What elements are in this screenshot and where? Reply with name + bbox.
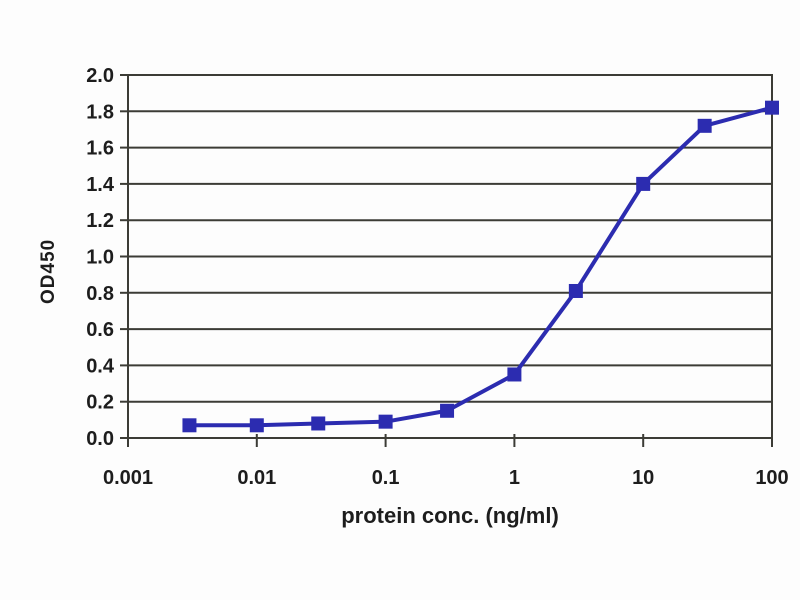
data-point-marker [507,367,522,382]
data-point-marker [311,416,326,431]
x-tick-label: 0.1 [372,467,400,489]
data-point-marker [249,418,264,433]
data-point-marker [440,403,455,418]
data-point-marker [765,100,779,115]
plot-border [127,74,773,439]
y-tick-label: 2.0 [86,65,114,87]
x-tick-label: 0.001 [103,467,153,489]
y-tick-label: 1.8 [86,101,114,123]
data-point-marker [378,414,393,429]
data-point-marker [636,176,651,191]
data-point-marker [182,418,197,433]
y-tick-label: 0.6 [86,319,114,341]
data-point-marker [697,118,712,133]
x-tick-label: 10 [632,467,654,489]
y-tick-label: 0.0 [86,428,114,450]
x-tick-label: 100 [755,467,788,489]
y-tick-label: 1.2 [86,210,114,232]
y-tick-label: 1.6 [86,138,114,160]
x-tick-label: 0.01 [237,467,276,489]
y-tick-label: 0.8 [86,283,114,305]
y-axis-title: OD450 [38,238,59,305]
y-tick-label: 1.0 [86,247,114,269]
x-axis-title: protein conc. (ng/ml) [341,503,559,528]
x-tick-label: 1 [509,467,520,489]
y-tick-label: 0.2 [86,392,114,414]
y-tick-label: 1.4 [86,174,115,196]
series-line [189,105,773,428]
y-tick-label: 0.4 [86,355,115,377]
data-point-marker [568,283,583,298]
